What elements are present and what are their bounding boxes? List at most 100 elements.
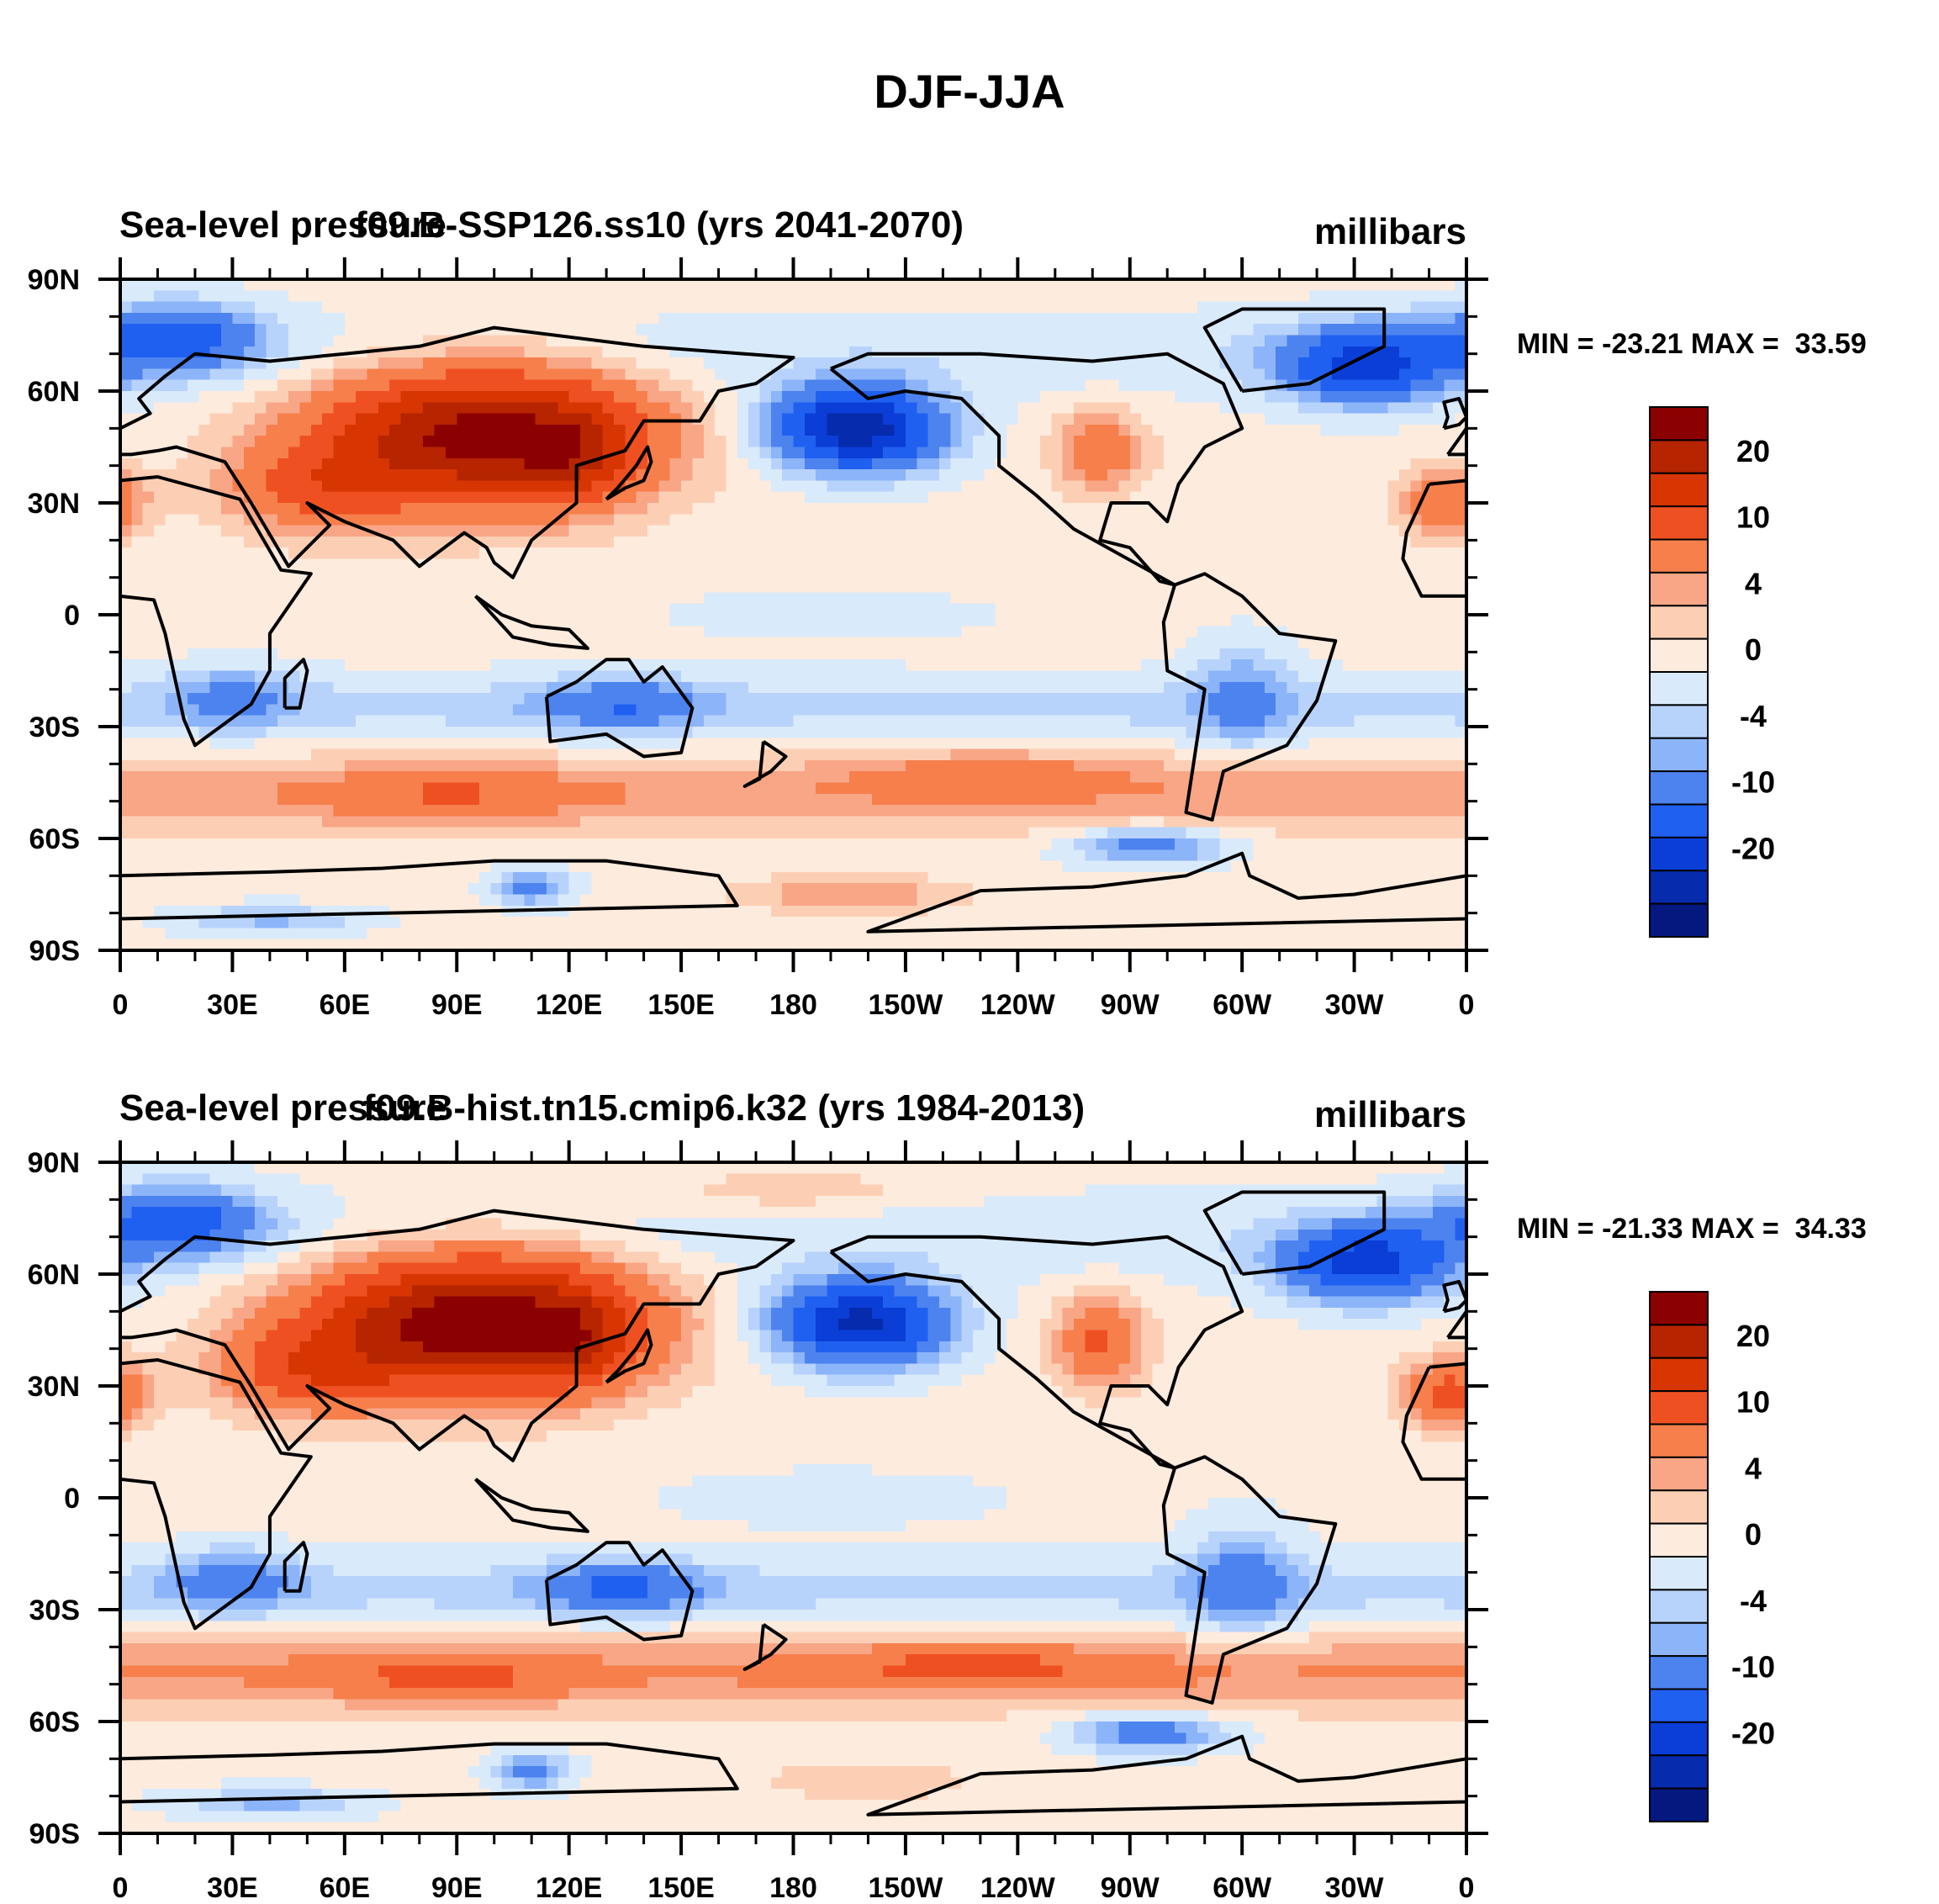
field-cell xyxy=(131,547,144,560)
field-cell xyxy=(299,480,312,493)
field-cell xyxy=(1276,603,1288,616)
field-cell xyxy=(894,670,906,683)
field-cell xyxy=(961,727,974,738)
field-cell xyxy=(759,681,772,694)
field-cell xyxy=(837,626,850,638)
field-cell xyxy=(277,335,289,347)
field-cell xyxy=(984,480,996,493)
field-cell xyxy=(927,368,940,381)
field-cell xyxy=(849,648,862,660)
field-cell xyxy=(860,436,873,448)
field-cell xyxy=(782,715,795,727)
field-cell xyxy=(535,569,547,582)
field-cell xyxy=(669,648,682,660)
field-cell xyxy=(568,648,581,660)
field-cell xyxy=(917,413,929,426)
field-cell xyxy=(984,391,996,403)
field-cell xyxy=(737,402,749,415)
field-cell xyxy=(961,368,974,381)
field-cell xyxy=(198,503,211,515)
field-cell xyxy=(1208,413,1221,426)
field-cell xyxy=(1343,402,1355,415)
field-cell xyxy=(367,357,379,369)
field-cell xyxy=(434,615,446,627)
field-cell xyxy=(726,301,738,314)
field-cell xyxy=(927,469,940,481)
field-cell xyxy=(636,436,648,448)
field-cell xyxy=(512,648,525,660)
field-cell xyxy=(636,592,648,605)
field-cell xyxy=(266,457,278,470)
field-cell xyxy=(1230,626,1243,638)
field-cell xyxy=(389,659,402,672)
field-cell xyxy=(871,503,884,515)
field-cell xyxy=(1320,727,1333,738)
field-cell xyxy=(860,514,873,526)
field-cell xyxy=(1051,368,1064,381)
field-cell xyxy=(1152,436,1165,448)
field-cell xyxy=(1242,480,1255,493)
field-cell xyxy=(423,279,436,291)
field-cell xyxy=(692,279,705,291)
field-cell xyxy=(367,670,379,683)
field-cell xyxy=(411,648,424,660)
field-cell xyxy=(288,413,301,426)
field-cell xyxy=(1387,581,1400,593)
field-cell xyxy=(1040,727,1052,738)
field-cell xyxy=(715,301,727,314)
field-cell xyxy=(277,402,289,415)
field-cell xyxy=(400,525,413,537)
field-cell xyxy=(344,469,357,481)
field-cell xyxy=(501,424,514,436)
field-cell xyxy=(782,536,795,548)
field-cell xyxy=(120,402,132,415)
field-cell xyxy=(860,569,873,582)
field-cell xyxy=(938,659,951,672)
field-cell xyxy=(1208,536,1221,548)
field-cell xyxy=(681,659,694,672)
field-cell xyxy=(1376,648,1389,660)
field-cell xyxy=(972,514,985,526)
field-cell xyxy=(310,335,323,347)
field-cell xyxy=(1129,457,1142,470)
field-cell xyxy=(782,469,795,481)
field-cell xyxy=(1074,693,1086,705)
field-cell xyxy=(972,715,985,727)
field-cell xyxy=(546,503,558,515)
field-cell xyxy=(1297,536,1310,548)
field-cell xyxy=(972,626,985,638)
field-cell xyxy=(1343,558,1355,571)
field-cell xyxy=(995,615,1007,627)
field-cell xyxy=(1219,525,1232,537)
field-cell xyxy=(1040,413,1052,426)
field-cell xyxy=(591,413,604,426)
field-cell xyxy=(400,727,413,738)
field-cell xyxy=(636,536,648,548)
field-cell xyxy=(478,659,491,672)
field-cell xyxy=(647,402,659,415)
field-cell xyxy=(1320,391,1333,403)
field-cell xyxy=(1309,346,1322,358)
field-cell xyxy=(636,402,648,415)
field-cell xyxy=(647,424,659,436)
field-cell xyxy=(1331,279,1344,291)
field-cell xyxy=(827,637,839,649)
field-cell xyxy=(524,525,536,537)
field-cell xyxy=(737,357,749,369)
field-cell xyxy=(1376,379,1389,392)
field-cell xyxy=(188,592,199,605)
field-cell xyxy=(669,704,682,717)
field-cell xyxy=(1074,424,1086,436)
field-cell xyxy=(478,402,491,415)
field-cell xyxy=(501,447,514,459)
field-cell xyxy=(1028,279,1041,291)
field-cell xyxy=(176,301,188,314)
field-cell xyxy=(490,514,503,526)
field-cell xyxy=(1006,659,1018,672)
field-cell xyxy=(995,368,1007,381)
field-cell xyxy=(1096,592,1108,605)
field-cell xyxy=(1354,581,1366,593)
field-cell xyxy=(871,436,884,448)
field-cell xyxy=(1074,290,1086,303)
field-cell xyxy=(703,301,716,314)
